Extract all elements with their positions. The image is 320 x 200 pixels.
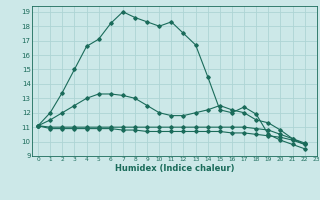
X-axis label: Humidex (Indice chaleur): Humidex (Indice chaleur) [115, 164, 234, 173]
